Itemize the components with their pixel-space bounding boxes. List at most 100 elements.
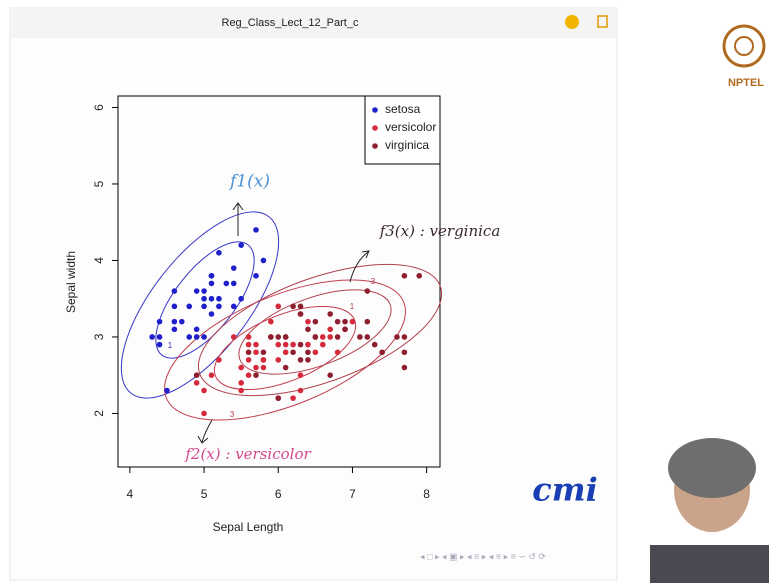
point <box>268 319 274 325</box>
y-axis-label: Sepal width <box>64 251 78 313</box>
point <box>379 349 385 355</box>
markup-icon[interactable] <box>565 15 579 29</box>
contour-label: 3 <box>230 410 235 419</box>
point <box>238 380 244 386</box>
point <box>372 342 378 348</box>
point <box>216 296 222 302</box>
point <box>216 304 222 310</box>
point <box>253 372 259 378</box>
legend-label: virginica <box>385 138 429 152</box>
point <box>402 334 408 340</box>
point <box>283 365 289 371</box>
point <box>194 372 200 378</box>
point <box>298 311 304 317</box>
point <box>157 342 163 348</box>
point <box>342 319 348 325</box>
point <box>238 388 244 394</box>
contour-label: 3 <box>371 277 376 286</box>
point <box>402 349 408 355</box>
point <box>209 273 215 279</box>
legend-marker <box>372 107 378 113</box>
point <box>224 281 230 287</box>
nav-controls[interactable]: ◂ □ ▸ ◂ ▣ ▸ ◂ ≡ ▸ ◂ ≡ ▸ ≡ ∽ ↺ ⟳ <box>420 551 546 561</box>
point <box>246 357 252 363</box>
point <box>275 342 281 348</box>
x-tick-label: 4 <box>127 487 134 501</box>
point <box>186 304 192 310</box>
point <box>253 365 259 371</box>
point <box>327 327 333 333</box>
point <box>275 395 281 401</box>
point <box>238 242 244 248</box>
point <box>290 342 296 348</box>
legend-label: versicolor <box>385 120 436 134</box>
point <box>290 395 296 401</box>
page: {"window": {"title": "Reg_Class_Lect_12_… <box>0 0 769 583</box>
point <box>231 304 237 310</box>
point <box>305 342 311 348</box>
point <box>194 327 200 333</box>
point <box>275 334 281 340</box>
point <box>298 342 304 348</box>
point <box>246 372 252 378</box>
point <box>194 380 200 386</box>
point <box>172 288 178 294</box>
point <box>298 357 304 363</box>
point <box>194 334 200 340</box>
point <box>335 319 341 325</box>
point <box>335 349 341 355</box>
point <box>335 334 341 340</box>
point <box>216 250 222 256</box>
point <box>327 334 333 340</box>
point <box>298 388 304 394</box>
annotation: f1(x) <box>228 172 270 192</box>
point <box>298 304 304 310</box>
screen: Reg_Class_Lect_12_Part_c NPTEL cmi ◂ □ ▸… <box>0 0 769 583</box>
point <box>231 334 237 340</box>
point <box>305 319 311 325</box>
point <box>246 334 252 340</box>
point <box>201 334 207 340</box>
point <box>357 334 363 340</box>
point <box>172 327 178 333</box>
point <box>327 372 333 378</box>
contour-label: 1 <box>350 302 355 311</box>
point <box>164 388 170 394</box>
point <box>261 258 267 264</box>
point <box>246 349 252 355</box>
point <box>364 288 370 294</box>
presenter-hair <box>668 438 756 498</box>
point <box>157 334 163 340</box>
point <box>275 304 281 310</box>
point <box>268 334 274 340</box>
point <box>305 357 311 363</box>
point <box>201 296 207 302</box>
legend-marker <box>372 125 378 131</box>
point <box>261 357 267 363</box>
point <box>305 349 311 355</box>
point <box>209 311 215 317</box>
point <box>320 342 326 348</box>
x-tick-label: 6 <box>275 487 282 501</box>
window-title: Reg_Class_Lect_12_Part_c <box>222 17 359 29</box>
point <box>261 349 267 355</box>
point <box>283 342 289 348</box>
point <box>253 227 259 233</box>
point <box>216 357 222 363</box>
point <box>290 304 296 310</box>
document-viewer <box>10 8 617 580</box>
point <box>350 319 356 325</box>
point <box>342 327 348 333</box>
point <box>194 288 200 294</box>
point <box>364 319 370 325</box>
point <box>157 319 163 325</box>
point <box>327 311 333 317</box>
point <box>238 365 244 371</box>
point <box>149 334 155 340</box>
point <box>313 319 319 325</box>
point <box>253 342 259 348</box>
contour-label: 1 <box>168 341 173 350</box>
x-tick-label: 7 <box>349 487 356 501</box>
point <box>313 349 319 355</box>
point <box>238 296 244 302</box>
